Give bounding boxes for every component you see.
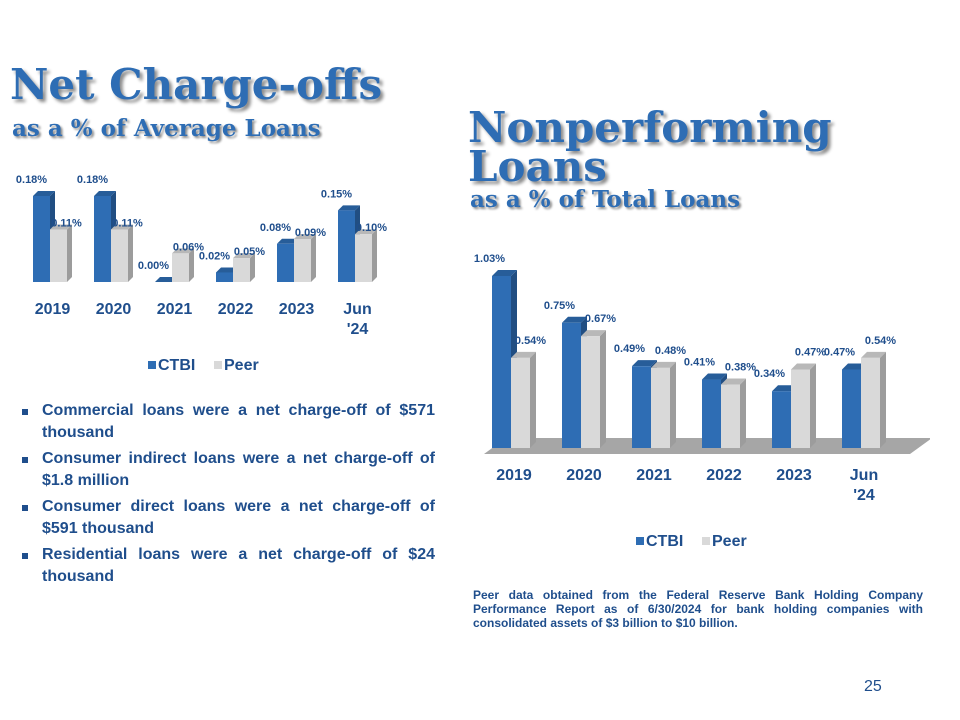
x-tick-label-2: 2021 bbox=[636, 467, 672, 484]
peer-data-label-3: 0.05% bbox=[234, 246, 265, 258]
legend-ctbi-swatch bbox=[148, 361, 156, 369]
peer-data-label-1: 0.11% bbox=[112, 217, 143, 229]
legend-peer-label: Peer bbox=[224, 357, 259, 374]
bullet-residential: Residential loans were a net charge-off … bbox=[20, 544, 435, 588]
ctbi-data-label-2: 0.49% bbox=[614, 343, 645, 355]
right-chart-title-line2: Loans bbox=[468, 142, 607, 191]
peer-data-footnote: Peer data obtained from the Federal Rese… bbox=[473, 588, 923, 630]
peer-data-label-4: 0.47% bbox=[795, 347, 826, 359]
x-tick-label-0: 2019 bbox=[496, 467, 532, 484]
nonperforming-loans-chart: 1.03% 0.54% 2019 0.75% 0.67% 2020 0.49% 0.48% 20… bbox=[474, 253, 930, 550]
x-tick-label-1: 2020 bbox=[96, 301, 132, 318]
peer-bar-0 bbox=[50, 224, 72, 282]
ctbi-data-label-2: 0.00% bbox=[138, 260, 169, 272]
ctbi-data-label-4: 0.34% bbox=[754, 368, 785, 380]
bullet-commercial: Commercial loans were a net charge-off o… bbox=[20, 400, 435, 444]
ctbi-data-label-5: 0.47% bbox=[824, 347, 855, 359]
bullet-consumer-indirect: Consumer indirect loans were a net charg… bbox=[20, 448, 435, 492]
ctbi-data-label-1: 0.18% bbox=[77, 174, 108, 186]
peer-bar-1 bbox=[111, 224, 133, 282]
x-tick-label-5: '24 bbox=[853, 487, 875, 504]
peer-data-label-4: 0.09% bbox=[295, 227, 326, 239]
ctbi-data-label-0: 0.18% bbox=[16, 174, 47, 186]
ctbi-data-label-0: 1.03% bbox=[474, 253, 505, 265]
peer-bar-2 bbox=[651, 361, 676, 448]
peer-data-label-1: 0.67% bbox=[585, 313, 616, 325]
ctbi-data-label-3: 0.02% bbox=[199, 250, 230, 262]
peer-bar-3 bbox=[233, 253, 255, 282]
peer-bar-1 bbox=[581, 330, 606, 448]
ctbi-data-label-4: 0.08% bbox=[260, 222, 291, 234]
left-chart-title: Net Charge-offs bbox=[10, 60, 383, 109]
legend-ctbi-swatch bbox=[636, 537, 644, 545]
x-tick-label-4: 2023 bbox=[776, 467, 812, 484]
chargeoff-bullet-list: Commercial loans were a net charge-off o… bbox=[20, 400, 435, 592]
legend-peer-swatch bbox=[702, 537, 710, 545]
peer-data-label-5: 0.54% bbox=[865, 335, 896, 347]
ctbi-data-label-1: 0.75% bbox=[544, 300, 575, 312]
peer-bar-4 bbox=[791, 363, 816, 448]
peer-data-label-2: 0.06% bbox=[173, 241, 204, 253]
x-tick-label-5: Jun bbox=[343, 301, 371, 318]
ctbi-bar-2 bbox=[155, 277, 177, 283]
x-tick-label-4: 2023 bbox=[279, 301, 315, 318]
net-chargeoffs-chart: 0.18% 0.11% 2019 0.18% 0.11% 2020 0.00% 0.06% 20… bbox=[16, 174, 387, 374]
right-chart-title-line1: Nonperforming bbox=[468, 103, 832, 152]
legend-peer-label: Peer bbox=[712, 533, 747, 550]
legend-ctbi-label: CTBI bbox=[646, 533, 683, 550]
x-tick-label-1: 2020 bbox=[566, 467, 602, 484]
peer-bar-3 bbox=[721, 378, 746, 448]
x-tick-label-3: 2022 bbox=[218, 301, 254, 318]
peer-bar-2 bbox=[172, 248, 194, 282]
peer-data-label-5: 0.10% bbox=[356, 222, 387, 234]
peer-data-label-2: 0.48% bbox=[655, 345, 686, 357]
peer-bar-5 bbox=[355, 229, 377, 282]
peer-data-label-0: 0.11% bbox=[51, 217, 82, 229]
bullet-consumer-direct: Consumer direct loans were a net charge-… bbox=[20, 496, 435, 540]
right-chart-subtitle: as a % of Total Loans bbox=[470, 186, 741, 213]
left-chart-subtitle: as a % of Average Loans bbox=[12, 115, 321, 142]
page-number: 25 bbox=[864, 678, 882, 695]
peer-bar-4 bbox=[294, 234, 316, 282]
ctbi-data-label-5: 0.15% bbox=[321, 188, 352, 200]
x-tick-label-5: '24 bbox=[347, 321, 369, 338]
x-tick-label-5: Jun bbox=[850, 467, 878, 484]
x-tick-label-2: 2021 bbox=[157, 301, 193, 318]
peer-bar-5 bbox=[861, 351, 886, 448]
legend-peer-swatch bbox=[214, 361, 222, 369]
legend-ctbi-label: CTBI bbox=[158, 357, 195, 374]
peer-data-label-3: 0.38% bbox=[725, 362, 756, 374]
x-tick-label-0: 2019 bbox=[35, 301, 71, 318]
ctbi-data-label-3: 0.41% bbox=[684, 357, 715, 369]
x-tick-label-3: 2022 bbox=[706, 467, 742, 484]
peer-bar-0 bbox=[511, 351, 536, 448]
peer-data-label-0: 0.54% bbox=[515, 335, 546, 347]
